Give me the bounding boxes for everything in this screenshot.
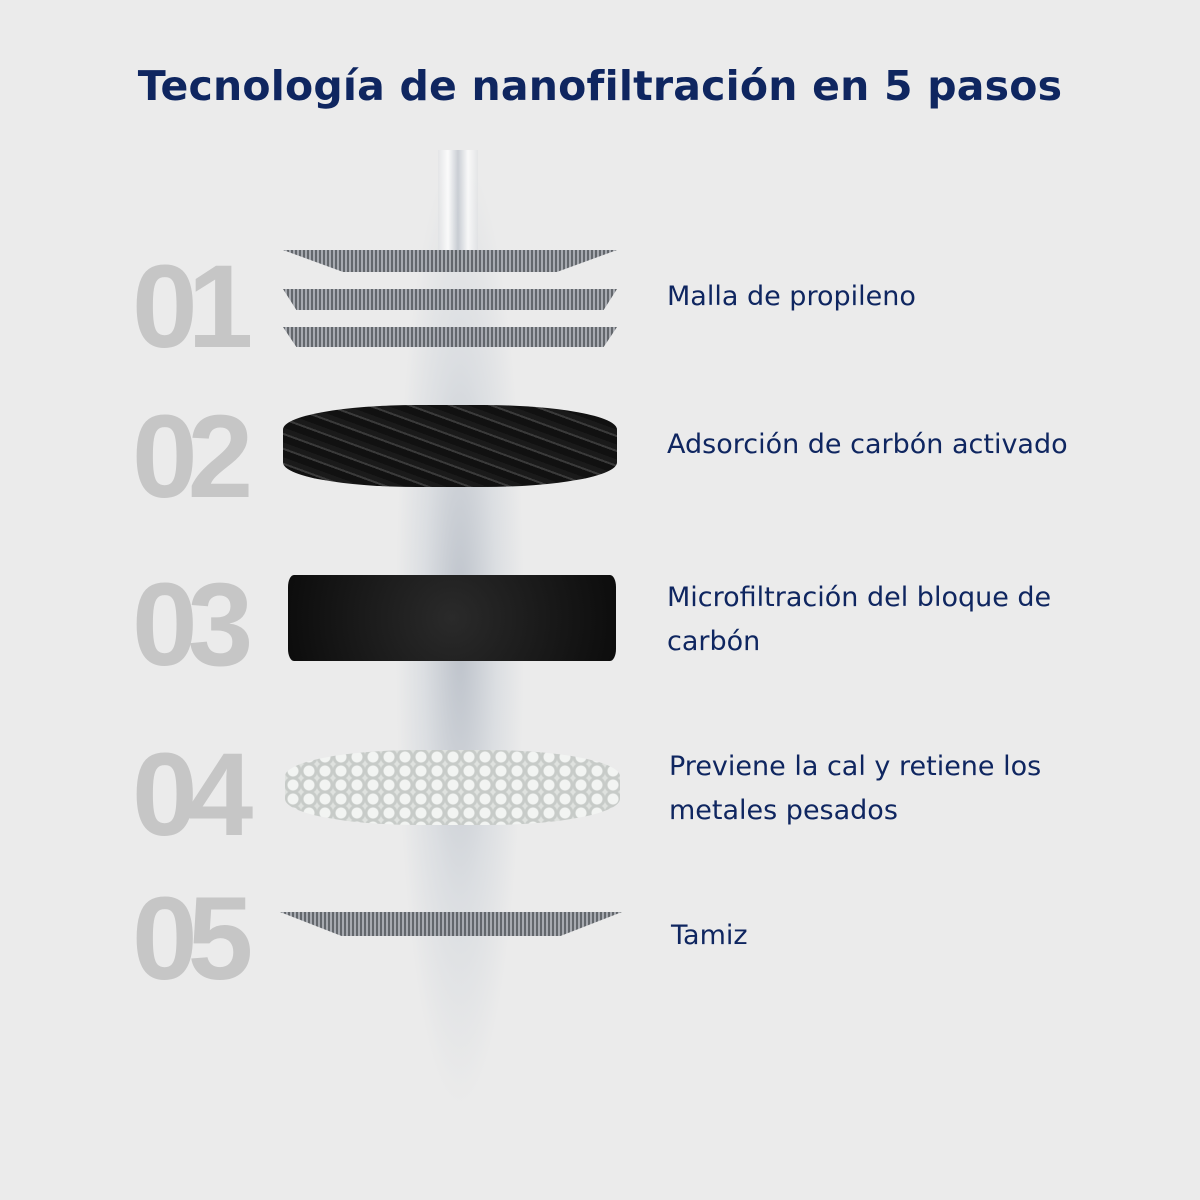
- step-label: Tamiz: [671, 920, 748, 951]
- step-number: 02: [132, 391, 253, 523]
- sieve-layer: [280, 912, 622, 936]
- step-label: Previene la cal y retiene los metales pe…: [669, 751, 1042, 826]
- page-title: Tecnología de nanofiltración en 5 pasos: [137, 62, 1063, 110]
- mineral-pebbles-layer: [285, 750, 620, 825]
- step-number: 04: [132, 729, 253, 861]
- water-stream-illustration: [438, 150, 478, 260]
- step-label: Malla de propileno: [667, 281, 916, 312]
- step-number: 03: [132, 559, 253, 691]
- activated-carbon-layer: [283, 405, 617, 487]
- step-label: Adsorción de carbón activado: [667, 429, 1068, 460]
- propylene-mesh-layer: [283, 289, 617, 310]
- carbon-block-layer: [288, 575, 616, 661]
- step-number: 01: [132, 241, 253, 373]
- step-number: 05: [132, 873, 253, 1005]
- propylene-mesh-layer: [283, 327, 617, 347]
- propylene-mesh-layer: [283, 250, 617, 272]
- step-label: Microfiltración del bloque de carbón: [667, 582, 1052, 657]
